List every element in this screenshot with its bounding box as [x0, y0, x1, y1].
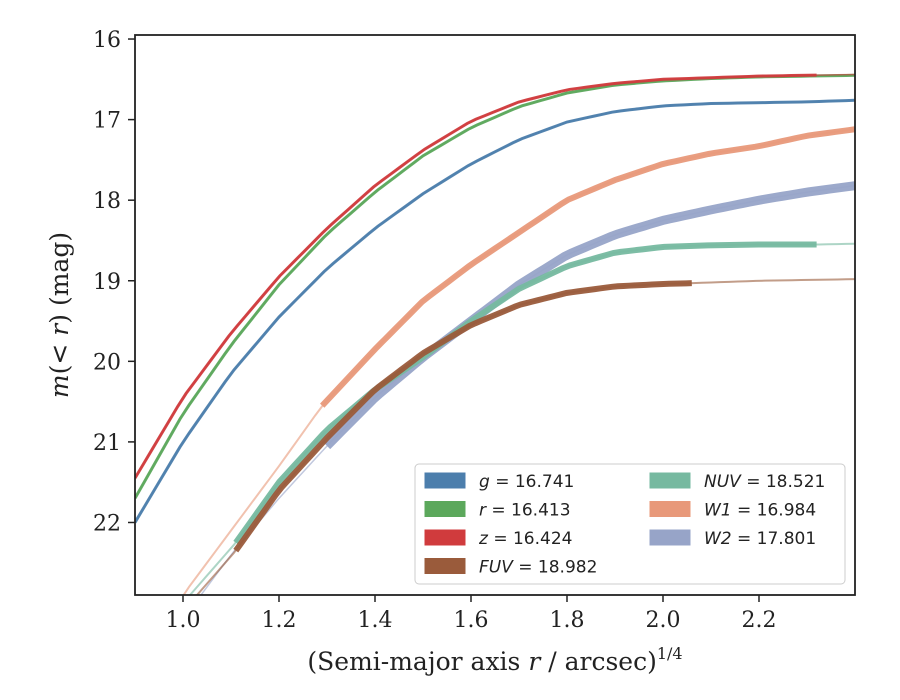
legend-item-fuv: FUV = 18.982 [424, 558, 597, 578]
y-tick-label: 16 [93, 28, 121, 53]
y-tick-label: 17 [93, 109, 121, 134]
legend-swatch [424, 558, 466, 574]
legend-item-g: g = 16.741 [424, 472, 574, 492]
series-line-fuv [233, 280, 692, 553]
x-tick-label: 1.2 [262, 608, 297, 633]
legend-label: FUV = 18.982 [479, 558, 597, 578]
legend-label: W1 = 16.984 [704, 501, 816, 521]
series-line-g [135, 98, 855, 524]
legend-label: z = 16.424 [478, 529, 572, 549]
legend: g = 16.741 r = 16.413 z = 16.424 FUV = 18.9… [414, 463, 846, 585]
series-line-r [135, 73, 855, 500]
legend-swatch [649, 529, 691, 546]
x-tick-label: 1.6 [454, 608, 489, 633]
x-axis: 1.0 1.2 1.4 1.6 1.8 2.0 2.2 [166, 595, 777, 633]
series-layer [135, 73, 855, 595]
series-r [135, 73, 855, 500]
y-tick-label: 20 [93, 350, 121, 375]
legend-swatch [424, 501, 466, 517]
legend-label: g = 16.741 [479, 472, 574, 492]
series-nuv [188, 241, 855, 595]
series-line-w1-extrapolated [182, 128, 855, 595]
legend-label: r = 16.413 [479, 501, 571, 521]
legend-label: NUV = 18.521 [704, 472, 825, 492]
x-tick-label: 1.0 [166, 608, 201, 633]
y-tick-label: 21 [93, 431, 121, 456]
series-line-z [135, 73, 817, 479]
series-line-w1 [320, 126, 855, 408]
series-g [135, 98, 855, 524]
y-tick-label: 18 [93, 189, 121, 214]
legend-item-w2: W2 = 17.801 [649, 529, 816, 549]
legend-item-r: r = 16.413 [424, 501, 571, 521]
series-line-r-extrapolated [135, 74, 855, 499]
legend-swatch [649, 472, 691, 489]
plot-frame [134, 34, 856, 596]
x-axis-title: (Semi-major axis r / arcsec)1/4 [307, 644, 682, 676]
legend-label: W2 = 17.801 [704, 529, 816, 549]
y-tick-label: 19 [93, 270, 121, 295]
x-tick-label: 1.8 [550, 608, 585, 633]
series-z [135, 73, 855, 479]
y-axis: 16 17 18 19 20 21 22 [93, 28, 135, 536]
y-axis-title: m(< r) (mag) [45, 232, 74, 398]
legend-box [414, 463, 846, 585]
legend-item-w1: W1 = 16.984 [649, 501, 816, 521]
legend-item-nuv: NUV = 18.521 [649, 472, 825, 492]
x-tick-label: 2.2 [742, 608, 777, 633]
series-w1 [182, 126, 855, 595]
legend-item-z: z = 16.424 [424, 529, 572, 549]
x-tick-label: 2.0 [646, 608, 681, 633]
series-line-g-extrapolated [135, 99, 855, 523]
legend-swatch [424, 529, 466, 546]
x-tick-label: 1.4 [358, 608, 393, 633]
series-line-nuv [233, 241, 817, 545]
y-tick-label: 22 [93, 511, 121, 536]
series-line-z-extrapolated [135, 73, 855, 479]
legend-swatch [424, 472, 466, 489]
legend-swatch [649, 501, 691, 517]
series-fuv [195, 278, 855, 595]
